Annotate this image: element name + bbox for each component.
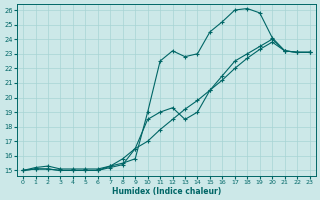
X-axis label: Humidex (Indice chaleur): Humidex (Indice chaleur) [112, 187, 221, 196]
